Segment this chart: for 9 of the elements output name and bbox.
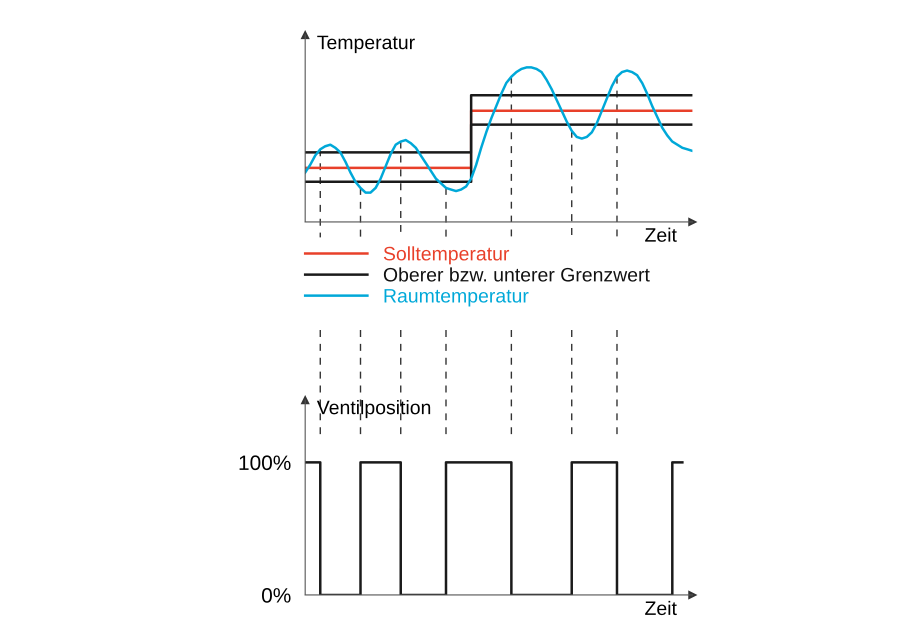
legend-label: Oberer bzw. unterer Grenzwert — [384, 267, 650, 282]
y-tick-label: 0% — [262, 588, 291, 603]
x-axis-title: Zeit — [645, 600, 677, 616]
y-axis-title: Ventilposition — [316, 400, 430, 418]
y-tick-label: 100% — [240, 455, 291, 470]
x-axis-title: Zeit — [645, 228, 677, 242]
legend-label: Raumtemperatur — [384, 289, 529, 306]
y-axis-title: Temperatur — [317, 36, 415, 54]
legend-label: Solltemperatur — [384, 246, 510, 264]
